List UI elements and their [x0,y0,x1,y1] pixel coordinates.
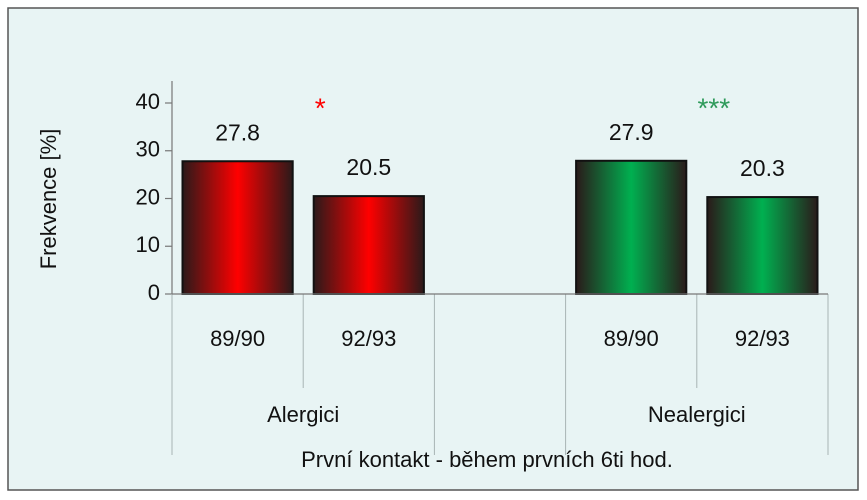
x-tick-label: 89/90 [604,326,659,351]
significance-annotation: * [315,92,326,123]
bar [181,160,294,295]
y-tick-label: 40 [136,89,160,114]
group-label: Alergici [267,402,339,427]
data-label: 27.8 [215,119,260,145]
x-tick-label: 89/90 [210,326,265,351]
x-axis-title: První kontakt - během prvních 6ti hod. [301,447,673,472]
data-label: 27.9 [609,119,654,145]
y-tick-label: 30 [136,137,160,162]
data-label: 20.3 [740,155,785,181]
significance-annotation: *** [697,92,730,123]
bar [312,195,425,295]
bar [706,196,819,296]
group-label: Nealergici [648,402,746,427]
bar [575,159,688,295]
y-axis-title: Frekvence [%] [36,129,61,270]
y-tick-label: 20 [136,184,160,209]
x-tick-label: 92/93 [735,326,790,351]
y-tick-label: 10 [136,232,160,257]
y-tick-label: 0 [148,280,160,305]
x-tick-label: 92/93 [341,326,396,351]
data-label: 20.5 [346,154,391,180]
